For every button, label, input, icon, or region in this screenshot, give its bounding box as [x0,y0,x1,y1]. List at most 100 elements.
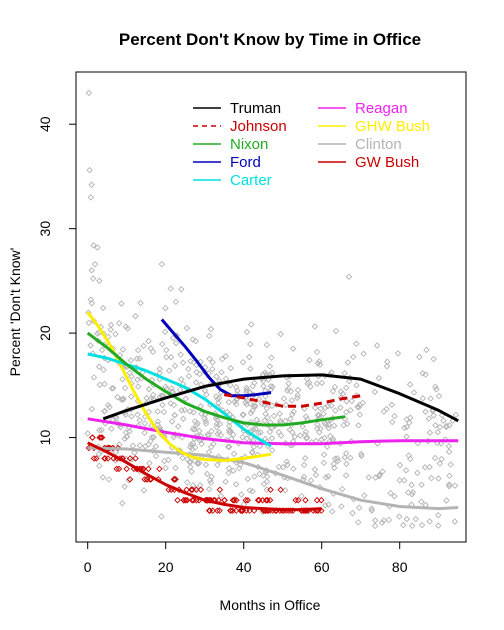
data-point [331,464,338,472]
data-point [256,470,263,478]
data-point [353,382,360,389]
data-point [206,332,213,340]
data-point [227,364,234,372]
data-point [113,465,120,473]
data-point [106,403,113,411]
data-point [317,405,324,413]
data-point [182,395,189,403]
data-point [254,496,262,504]
data-point [188,486,195,494]
data-point [396,461,404,469]
data-point [267,486,274,494]
data-point [383,405,390,413]
data-point [230,431,237,438]
data-point [119,346,127,353]
data-point [227,381,234,389]
data-point [210,440,217,448]
data-point [387,489,394,497]
data-point [184,456,191,463]
data-point [188,468,195,475]
data-point [383,363,391,370]
data-point [180,415,187,422]
data-point [124,325,131,332]
data-point [100,366,107,374]
data-point [396,513,403,520]
data-point [443,422,450,430]
data-point [173,475,180,483]
data-point [307,383,314,390]
data-point [432,383,439,390]
data-point [299,423,306,430]
data-point [189,425,197,433]
data-point [225,469,232,477]
data-point [301,431,309,439]
data-point [302,413,310,420]
data-point [90,242,97,249]
data-point [268,435,276,442]
legend-label: Carter [230,172,272,189]
data-point [316,361,324,368]
data-point [329,435,337,443]
data-point [413,469,421,477]
data-point [87,342,94,349]
data-point [192,444,199,451]
data-point [140,487,148,494]
data-point [276,410,283,417]
data-point [230,450,238,458]
data-point [154,418,162,425]
data-point [141,429,148,436]
data-point [418,521,426,529]
data-point [88,267,95,274]
data-point [245,353,253,361]
data-point [225,443,232,451]
data-point [433,386,440,393]
data-point [371,522,379,530]
data-point [356,411,364,418]
data-point [321,404,329,412]
data-point [360,350,367,358]
data-point [171,362,179,370]
data-point [169,334,177,342]
data-point [277,432,285,439]
data-point [108,385,116,392]
data-point [201,415,208,422]
data-point [326,371,334,379]
data-point [128,413,135,420]
data-point [320,451,328,458]
data-point [313,348,321,356]
data-point [401,424,408,432]
data-point [154,421,161,428]
data-point [135,383,142,390]
data-point [263,405,271,412]
data-point [105,333,112,341]
data-point [251,379,258,387]
series-line-clinton [87,446,459,511]
data-point [359,399,367,407]
data-point [355,519,362,526]
data-point [101,380,108,388]
data-point [189,440,197,447]
data-point [375,374,383,382]
series-line-johnson [223,393,361,408]
data-point [329,388,337,395]
data-point [179,359,187,366]
data-point [160,408,168,416]
data-point [161,328,169,336]
data-point [145,337,152,345]
data-point [194,419,201,427]
data-point [203,470,211,478]
data-point [163,353,170,361]
data-point [314,421,321,428]
data-point [147,345,155,352]
x-axis-label: Months in Office [220,597,321,613]
data-point [312,471,320,479]
data-point [192,379,200,386]
data-point [318,496,325,504]
data-point [412,515,420,523]
data-point [194,459,201,467]
y-axis-label: Percent 'Don't Know' [7,248,23,377]
data-point [353,340,360,347]
data-point [193,496,200,504]
data-point [371,388,379,396]
data-point [379,468,386,475]
